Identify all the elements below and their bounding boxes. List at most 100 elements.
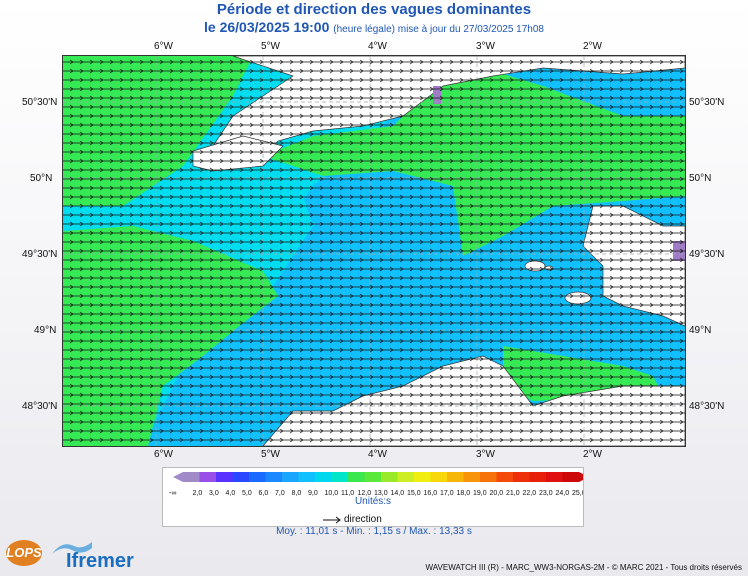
lat-label-left-48-30: 48°30'N bbox=[22, 401, 58, 412]
arrow-row bbox=[63, 212, 685, 218]
arrow-row bbox=[63, 437, 685, 443]
colorbar-swatch bbox=[364, 472, 381, 482]
colorbar-tick-label: 9,0 bbox=[308, 490, 318, 497]
arrow-row bbox=[63, 320, 685, 326]
arrow-row bbox=[63, 167, 685, 173]
map-canvas bbox=[63, 56, 685, 446]
direction-arrow-icon bbox=[323, 516, 341, 524]
colorbar-swatch bbox=[348, 472, 365, 482]
lat-label-right-49: 49°N bbox=[689, 325, 712, 336]
arrow-row bbox=[63, 95, 685, 101]
colorbar-swatch bbox=[249, 472, 266, 482]
arrow-row bbox=[63, 59, 685, 65]
arrow-row bbox=[63, 257, 685, 263]
colorbar-tick-label: 16,0 bbox=[424, 490, 438, 497]
arrow-row bbox=[63, 392, 685, 398]
arrow-row bbox=[63, 149, 685, 155]
ifremer-logo: Ifremer bbox=[66, 550, 134, 572]
colorbar-swatch bbox=[381, 472, 398, 482]
arrow-row bbox=[63, 374, 685, 380]
units-label: Unités:s bbox=[354, 496, 392, 507]
colorbar-tick-label: 22,0 bbox=[523, 490, 537, 497]
colorbar-swatch bbox=[529, 472, 546, 482]
colorbar-swatch bbox=[513, 472, 530, 482]
arrow-row bbox=[63, 68, 685, 74]
arrow-row bbox=[63, 131, 685, 137]
arrow-row bbox=[63, 122, 685, 128]
arrow-row bbox=[63, 239, 685, 245]
sea-zone-green-southwest bbox=[63, 226, 278, 446]
colorbar-swatch bbox=[447, 472, 464, 482]
arrow-row bbox=[63, 383, 685, 389]
colorbar-tick-label: 8,0 bbox=[292, 490, 302, 497]
colorbar-swatch bbox=[298, 472, 315, 482]
arrow-row bbox=[63, 356, 685, 362]
lat-label-left-50-30: 50°30'N bbox=[22, 97, 58, 108]
colorbar-swatch bbox=[232, 472, 249, 482]
colorbar-swatch bbox=[331, 472, 348, 482]
colorbar-swatch bbox=[562, 472, 579, 482]
colorbar-swatch bbox=[183, 472, 200, 482]
land-guernsey bbox=[524, 260, 546, 272]
ifremer-wave-logo-icon bbox=[52, 542, 92, 554]
arrow-row bbox=[63, 77, 685, 83]
page-title: Période et direction des vagues dominant… bbox=[216, 1, 532, 18]
statistics-line: Moy. : 11,01 s - Min. : 1,15 s / Max. : … bbox=[276, 526, 472, 537]
lon-label-bottom-5w: 5°W bbox=[261, 449, 280, 460]
arrow-row bbox=[63, 104, 685, 110]
purple-spot-north bbox=[433, 86, 441, 104]
lat-label-right-48-30: 48°30'N bbox=[689, 401, 725, 412]
lon-label-bottom-3w: 3°W bbox=[476, 449, 495, 460]
lat-label-left-50: 50°N bbox=[30, 173, 53, 184]
lon-label-bottom-6w: 6°W bbox=[154, 449, 173, 460]
colorbar-tick-label: 18,0 bbox=[457, 490, 471, 497]
colorbar-swatch bbox=[199, 472, 216, 482]
arrow-row bbox=[63, 284, 685, 290]
footer-credit: WAVEWATCH III (R) - MARC_WW3-NORGAS-2M -… bbox=[425, 563, 742, 572]
lon-label-bottom-4w: 4°W bbox=[368, 449, 387, 460]
colorbar-tick-label: 3,0 bbox=[209, 490, 219, 497]
lat-label-left-49: 49°N bbox=[34, 325, 57, 336]
colorbar-swatch bbox=[496, 472, 513, 482]
colorbar-tick-label: 11,0 bbox=[341, 490, 354, 497]
direction-label: direction bbox=[344, 514, 382, 525]
lon-label-top-2w: 2°W bbox=[583, 41, 602, 52]
arrow-row bbox=[63, 140, 685, 146]
arrow-row bbox=[63, 275, 685, 281]
colorbar-swatch bbox=[480, 472, 497, 482]
colorbar-swatch bbox=[546, 472, 563, 482]
colorbar-low-label: -∞ bbox=[169, 490, 176, 497]
colorbar-swatch bbox=[282, 472, 299, 482]
lon-label-top-5w: 5°W bbox=[261, 41, 280, 52]
colorbar-tick-label: 7,0 bbox=[275, 490, 285, 497]
arrow-row bbox=[63, 338, 685, 344]
colorbar-tick-label: 6,0 bbox=[259, 490, 269, 497]
arrow-row bbox=[63, 176, 685, 182]
color-scale-legend: -∞ 2,0 3,0 4,0 5,0 6,0 7,0 8,0 9,0 10,0 11,0 12,0 13… bbox=[162, 467, 594, 527]
colorbar-tick-label: 20,0 bbox=[490, 490, 504, 497]
arrow-row bbox=[63, 221, 685, 227]
colorbar-swatch bbox=[397, 472, 414, 482]
arrow-row bbox=[63, 410, 685, 416]
arrow-row bbox=[63, 194, 685, 200]
lat-label-left-49-30: 49°30'N bbox=[22, 249, 58, 260]
colorbar-tick-label: 17,0 bbox=[440, 490, 454, 497]
arrow-row bbox=[63, 428, 685, 434]
arrow-row bbox=[63, 86, 685, 92]
colorbar-tick-label: 25,0 bbox=[572, 490, 583, 497]
lon-label-top-4w: 4°W bbox=[368, 41, 387, 52]
lon-label-top-3w: 3°W bbox=[476, 41, 495, 52]
colorbar-tick-label: 4,0 bbox=[226, 490, 236, 497]
wave-period-map[interactable] bbox=[62, 55, 686, 447]
lon-label-bottom-2w: 2°W bbox=[583, 449, 602, 460]
colorbar-swatch bbox=[414, 472, 431, 482]
land-jersey bbox=[564, 291, 592, 305]
lat-label-right-49-30: 49°30'N bbox=[689, 249, 725, 260]
colorbar-right-cap bbox=[579, 472, 589, 482]
colorbar-left-cap bbox=[173, 472, 183, 482]
colorbar-tick-label: 19,0 bbox=[473, 490, 487, 497]
arrow-row bbox=[63, 419, 685, 425]
colorbar-tick-label: 10,0 bbox=[325, 490, 339, 497]
colorbar-tick-label: 15,0 bbox=[407, 490, 421, 497]
colorbar-tick-label: 12,0 bbox=[358, 490, 372, 497]
